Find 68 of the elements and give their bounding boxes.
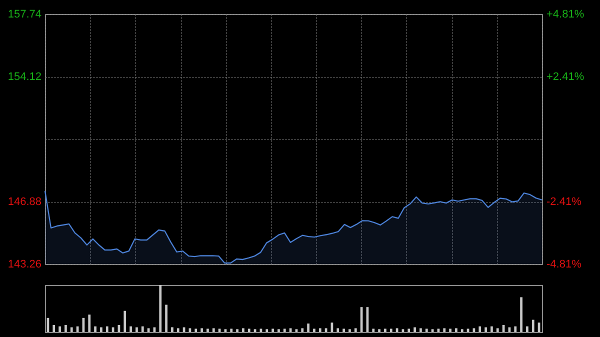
bar	[230, 328, 233, 332]
bar	[449, 328, 452, 332]
bar	[94, 326, 96, 332]
bar	[248, 328, 250, 332]
bar	[460, 329, 464, 332]
bar	[124, 310, 126, 332]
bar	[514, 326, 517, 332]
bar	[64, 324, 67, 332]
bar	[520, 297, 522, 332]
bar	[136, 327, 138, 332]
bar	[206, 328, 209, 332]
bar	[526, 326, 528, 332]
bar	[159, 285, 162, 332]
bar	[242, 328, 244, 332]
bar	[372, 328, 375, 332]
bar	[106, 326, 108, 332]
y-tick-label: 154.12	[8, 71, 42, 83]
bar	[272, 328, 274, 332]
bar	[378, 329, 380, 332]
bar	[165, 304, 168, 332]
bar	[342, 328, 345, 332]
bar	[278, 329, 280, 332]
bar	[484, 327, 487, 332]
bar	[443, 328, 446, 332]
bar	[200, 328, 203, 332]
bar	[318, 328, 322, 332]
bar	[354, 328, 357, 332]
bar	[414, 327, 416, 332]
bar	[420, 328, 422, 332]
bar	[425, 328, 428, 332]
bar	[478, 326, 482, 332]
y2-tick-label: -2.41%	[546, 196, 582, 208]
bar	[212, 328, 215, 332]
y2-tick-label: -4.81%	[546, 258, 582, 270]
bar	[336, 328, 340, 332]
bar	[130, 326, 132, 332]
bar	[141, 326, 144, 332]
bar	[437, 328, 440, 332]
bar	[307, 324, 310, 332]
bar	[390, 328, 392, 332]
bar	[236, 329, 238, 332]
bar	[100, 327, 102, 332]
bar	[313, 328, 316, 332]
bar	[348, 329, 351, 332]
bar	[266, 329, 268, 332]
bar	[466, 328, 470, 332]
bar	[70, 327, 73, 332]
y-tick-label: 157.74	[8, 8, 42, 20]
y-tick-label: 143.26	[8, 258, 42, 270]
y-tick-label: 146.88	[8, 196, 42, 208]
bar	[52, 324, 56, 332]
bar	[58, 326, 61, 332]
bar	[455, 328, 458, 332]
bar	[260, 328, 262, 332]
bar	[194, 328, 198, 332]
bar	[176, 328, 180, 332]
bar	[384, 328, 386, 332]
bar	[283, 328, 286, 332]
bar	[218, 328, 221, 332]
bar	[408, 328, 410, 332]
bar	[301, 328, 304, 332]
bar	[88, 314, 91, 332]
bar	[171, 327, 174, 332]
bar	[490, 326, 493, 332]
y2-tick-label: +2.41%	[546, 70, 584, 83]
bar	[496, 328, 499, 332]
bar	[532, 320, 534, 332]
y2-tick-label: +4.81%	[546, 8, 584, 20]
